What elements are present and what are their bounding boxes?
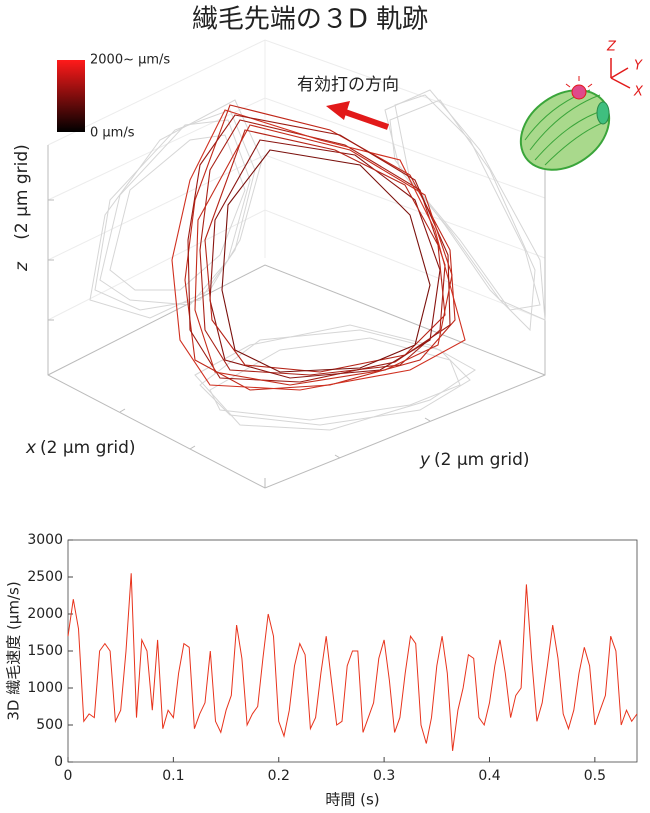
speed-chart: 0 500 1000 1500 2000 2500 3000 0 0.1 0.2 0.3 0.4 0.5… xyxy=(5,532,638,809)
x-axis-label: (2 μm grid) xyxy=(40,438,136,458)
colorbar-max-label: 2000~ μm/s xyxy=(90,53,170,68)
y-axis-label: (2 μm grid) xyxy=(434,450,530,470)
y-tick-label: 1000 xyxy=(27,680,63,696)
z-axis-symbol: z xyxy=(12,261,32,272)
x-tick-label: 0.1 xyxy=(162,768,184,784)
x-tick-label: 0.4 xyxy=(478,768,500,784)
annotation: 有効打の方向 xyxy=(297,75,399,95)
colorbar-min-label: 0 μm/s xyxy=(90,126,135,141)
speed-line xyxy=(67,573,638,751)
cell-icon xyxy=(519,58,631,171)
x-axis-symbol: x xyxy=(25,438,37,458)
y-tick-label: 1500 xyxy=(27,643,63,659)
arrow-head xyxy=(326,101,350,120)
z-axis-label: (2 μm grid) xyxy=(12,144,32,240)
trajectory-3d xyxy=(171,104,466,391)
colorbar xyxy=(57,60,85,132)
axis-icon-x: X xyxy=(633,85,644,100)
y-axis-label: 3D 繊毛速度 (μm/s) xyxy=(5,581,23,720)
x-tick-label: 0.2 xyxy=(268,768,290,784)
axis-icon-z: Z xyxy=(606,40,617,55)
x-tick-label: 0.5 xyxy=(584,768,606,784)
y-axis-symbol: y xyxy=(419,450,431,470)
y-tick-label: 2500 xyxy=(27,569,63,585)
axes-box xyxy=(47,39,546,489)
axis-icon-y: Y xyxy=(634,59,643,74)
arrow-shaft xyxy=(344,109,389,130)
x-tick-label: 0.3 xyxy=(373,768,395,784)
trajectory-shadows xyxy=(89,89,546,431)
y-tick-label: 2000 xyxy=(27,606,63,622)
y-tick-label: 0 xyxy=(54,754,63,770)
title: 繊毛先端の３D 軌跡 xyxy=(192,5,428,35)
x-tick-label: 0 xyxy=(64,768,73,784)
y-tick-label: 3000 xyxy=(27,532,63,548)
y-tick-label: 500 xyxy=(36,717,63,733)
x-axis-label: 時間 (s) xyxy=(325,791,379,809)
